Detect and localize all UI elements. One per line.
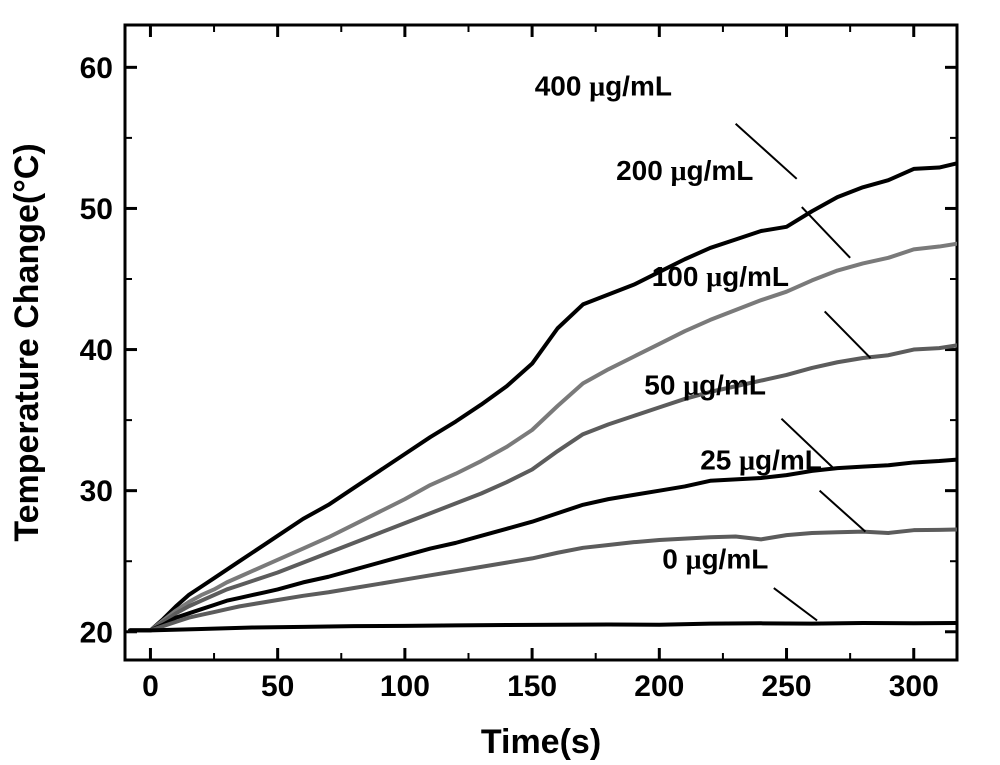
y-tick-label: 20 [80, 616, 113, 649]
y-tick-label: 30 [80, 475, 113, 508]
series-label-c50: 50 μg/mL [644, 370, 766, 402]
series-label-c0: 0 μg/mL [662, 543, 768, 575]
x-tick-label: 250 [761, 670, 811, 703]
y-axis-title: Temperature Change(°C) [8, 143, 46, 541]
series-line-c0 [130, 623, 957, 630]
series-line-c400 [130, 163, 957, 630]
leader-line-c0 [774, 588, 817, 620]
leader-line-c25 [820, 491, 866, 532]
series-group [130, 163, 957, 630]
line-chart: 0 50 100 150 200 250 300 20 30 40 50 60 Time(s) Tempe… [0, 0, 1000, 765]
series-label-c400: 400 μg/mL [535, 71, 672, 103]
series-label-c25: 25 μg/mL [700, 445, 822, 477]
x-tick-label: 200 [634, 670, 684, 703]
x-axis-title: Time(s) [481, 723, 601, 761]
plot-frame [125, 25, 957, 660]
series-label-c100: 100 μg/mL [652, 261, 789, 293]
x-tick-label: 50 [261, 670, 294, 703]
series-line-c200 [130, 244, 957, 631]
x-tick-label: 150 [507, 670, 557, 703]
x-tick-label: 100 [380, 670, 430, 703]
series-line-c100 [130, 345, 957, 630]
series-label-c200: 200 μg/mL [616, 155, 753, 187]
leader-line-c200 [802, 207, 850, 258]
x-tick-label: 300 [889, 670, 939, 703]
leader-line-c100 [825, 311, 871, 358]
x-tick-label: 0 [142, 670, 159, 703]
y-tick-label: 40 [80, 334, 113, 367]
y-tick-label: 50 [80, 193, 113, 226]
chart-svg: 0 50 100 150 200 250 300 20 30 40 50 60 Time(s) Tempe… [0, 0, 1000, 765]
y-tick-label: 60 [80, 52, 113, 85]
